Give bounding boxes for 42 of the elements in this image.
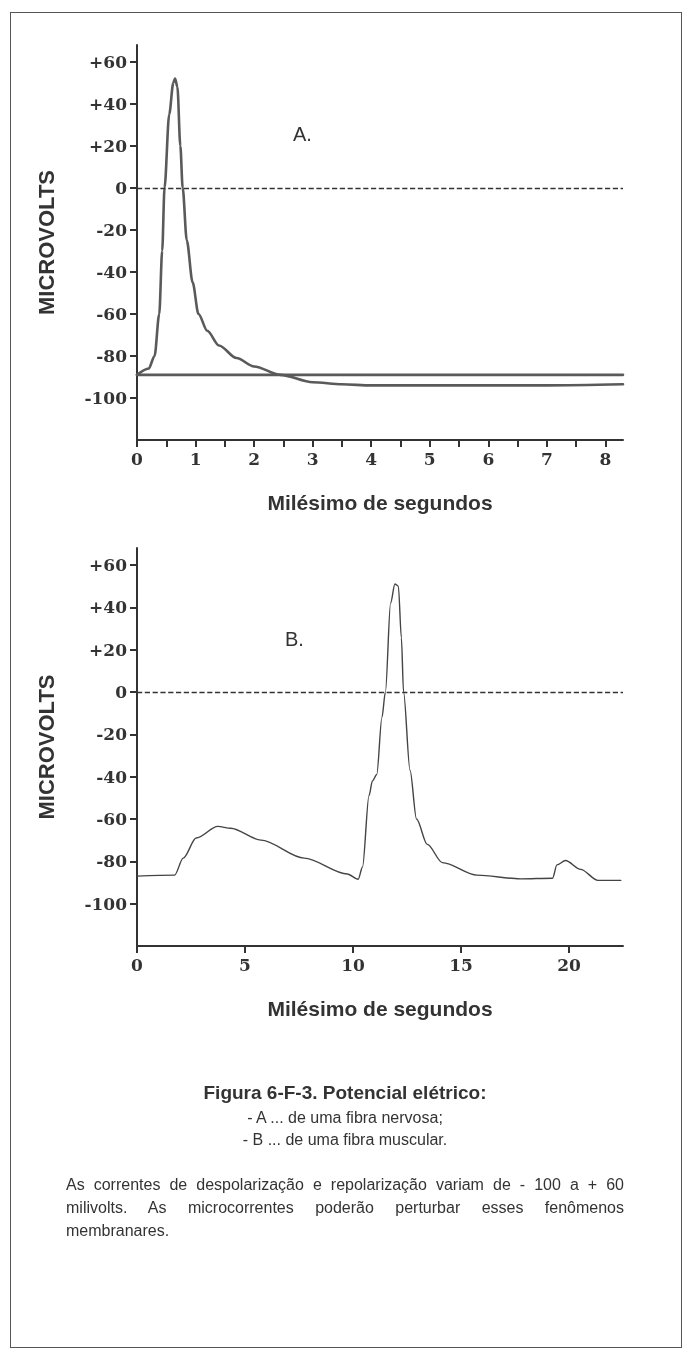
y-tick-label: +40 bbox=[89, 597, 128, 618]
y-tick-label: -100 bbox=[84, 387, 128, 408]
y-axis-title: MICROVOLTS bbox=[33, 674, 59, 820]
annotation: B. bbox=[285, 628, 304, 650]
text: Figura 6-F-3. Potencial elétrico: bbox=[202, 1082, 488, 1104]
y-tick-label: -100 bbox=[84, 893, 128, 914]
y-axis-title: MICROVOLTS bbox=[33, 169, 59, 316]
y-tick-label: -40 bbox=[96, 261, 128, 282]
y-tick-label: -60 bbox=[96, 808, 128, 829]
x-tick-label: 10 bbox=[341, 954, 365, 975]
text: - A ... de uma fibra nervosa; bbox=[246, 1108, 444, 1128]
y-tick-label: +60 bbox=[89, 554, 128, 575]
x-tick-label: 6 bbox=[482, 448, 495, 469]
x-tick-label: 7 bbox=[540, 448, 553, 469]
text: - B ... de uma fibra muscular. bbox=[241, 1130, 449, 1150]
x-tick-label: 2 bbox=[248, 448, 261, 469]
y-tick-label: -20 bbox=[96, 219, 128, 240]
x-axis-title: Milésimo de segundos bbox=[267, 491, 493, 514]
x-tick-label: 0 bbox=[131, 954, 144, 975]
y-tick-label: +60 bbox=[89, 51, 128, 72]
x-tick-label: 15 bbox=[449, 954, 473, 975]
y-tick-label: +20 bbox=[89, 135, 128, 156]
x-tick-label: 5 bbox=[239, 954, 251, 975]
y-tick-label: +40 bbox=[89, 93, 128, 114]
y-tick-label: -80 bbox=[96, 345, 128, 366]
x-tick-label: 0 bbox=[131, 448, 144, 469]
x-tick-label: 3 bbox=[306, 448, 319, 469]
x-tick-label: 4 bbox=[365, 448, 378, 469]
y-tick-label: +20 bbox=[89, 639, 128, 660]
y-tick-label: 0 bbox=[115, 681, 128, 702]
x-tick-label: 20 bbox=[557, 954, 581, 975]
x-tick-label: 8 bbox=[599, 448, 612, 469]
y-tick-label: 0 bbox=[115, 177, 128, 198]
x-axis-title: Milésimo de segundos bbox=[267, 997, 493, 1020]
x-tick-label: 1 bbox=[189, 448, 202, 469]
y-tick-label: -60 bbox=[96, 303, 128, 324]
y-tick-label: -20 bbox=[96, 724, 128, 745]
annotation: A. bbox=[293, 123, 312, 145]
y-tick-label: -40 bbox=[96, 766, 128, 787]
x-tick-label: 5 bbox=[423, 448, 436, 469]
text: As correntes de despolarização e repolarização variam de - 100 a + 60 milivolts. As microcorrentes poderão perturbar esses fenômenos membranares. bbox=[66, 1175, 624, 1241]
y-tick-label: -80 bbox=[96, 851, 128, 872]
